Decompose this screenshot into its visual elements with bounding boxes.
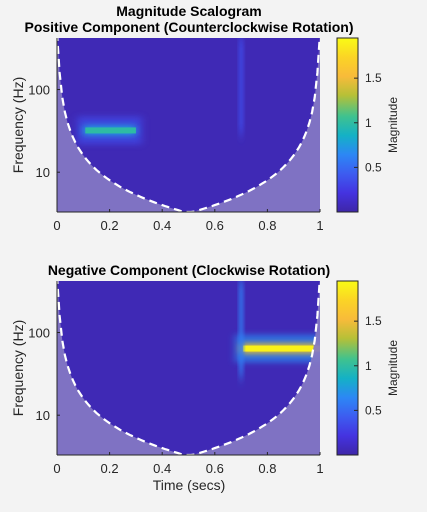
x-tick-label: 0.4 bbox=[153, 218, 171, 233]
transient-streak bbox=[239, 281, 244, 377]
panel-1-title: Positive Component (Counterclockwise Rot… bbox=[24, 19, 353, 35]
y-tick-label: 10 bbox=[36, 165, 50, 180]
panel-positive-component: 0 0.2 0.4 0.6 0.8 1 10 100 0.5 1 1.5 bbox=[28, 37, 382, 233]
panel-2-y-axis-label: Frequency (Hz) bbox=[10, 320, 26, 416]
coi-boundary-line bbox=[57, 281, 320, 455]
x-tick-label: 0.6 bbox=[206, 461, 224, 476]
y-tick-label: 100 bbox=[28, 83, 50, 98]
y-tick-label: 100 bbox=[28, 326, 50, 341]
colorbar-tick-label: 1 bbox=[365, 359, 372, 373]
coi-shaded-region bbox=[57, 38, 320, 212]
y-tick-label: 10 bbox=[36, 408, 50, 423]
colorbar: 0.5 1 1.5 bbox=[336, 280, 382, 456]
coi-shaded-region bbox=[57, 281, 320, 455]
coi-boundary-line bbox=[57, 38, 320, 212]
x-tick-label: 0 bbox=[53, 218, 60, 233]
colorbar-gradient bbox=[336, 37, 359, 213]
colorbar: 0.5 1 1.5 bbox=[336, 37, 382, 213]
x-tick-label: 0.2 bbox=[101, 218, 119, 233]
x-axis-label: Time (secs) bbox=[153, 477, 226, 493]
x-tick-label: 0.4 bbox=[153, 461, 171, 476]
x-tick-label: 0.6 bbox=[206, 218, 224, 233]
x-tick-label: 0.2 bbox=[101, 461, 119, 476]
x-tick-label: 1 bbox=[316, 218, 323, 233]
colorbar-tick-label: 0.5 bbox=[365, 403, 382, 417]
tone-band bbox=[85, 127, 136, 134]
colorbar-tick-label: 1.5 bbox=[365, 71, 382, 85]
panel-2-title: Negative Component (Clockwise Rotation) bbox=[48, 262, 330, 278]
colorbar-tick-label: 1 bbox=[365, 116, 372, 130]
colorbar-tick-label: 1.5 bbox=[365, 314, 382, 328]
panel-negative-component: 0 0.2 0.4 0.6 0.8 1 10 100 0.5 1 1.5 bbox=[28, 280, 382, 476]
x-tick-label: 0 bbox=[53, 461, 60, 476]
colorbar-2-label: Magnitude bbox=[386, 340, 400, 396]
colorbar-1-label: Magnitude bbox=[386, 97, 400, 153]
figure-title: Magnitude Scalogram bbox=[116, 3, 261, 19]
x-tick-label: 0.8 bbox=[258, 461, 276, 476]
colorbar-gradient bbox=[336, 280, 359, 456]
transient-streak bbox=[239, 38, 244, 134]
panel-1-y-axis-label: Frequency (Hz) bbox=[10, 77, 26, 173]
x-tick-label: 1 bbox=[316, 461, 323, 476]
x-tick-label: 0.8 bbox=[258, 218, 276, 233]
colorbar-tick-label: 0.5 bbox=[365, 160, 382, 174]
tone-band bbox=[243, 345, 320, 352]
